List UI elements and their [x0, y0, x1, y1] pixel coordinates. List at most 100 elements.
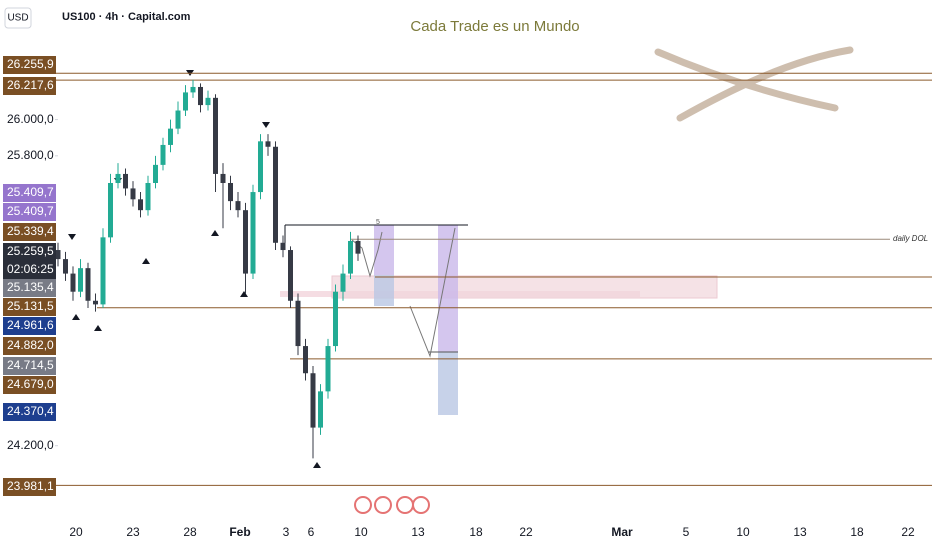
price-label-box [3, 376, 56, 394]
projection-box [374, 225, 394, 275]
x-tick-label: 18 [850, 525, 864, 539]
candle-body [280, 242, 286, 251]
price-label-box [3, 357, 56, 375]
x-tick-label: 3 [283, 525, 290, 539]
x-tick-label: 20 [69, 525, 83, 539]
marker [142, 258, 150, 264]
event-icons [354, 496, 430, 514]
chart-title: Cada Trade es un Mundo [410, 18, 579, 35]
candle-body [310, 373, 316, 428]
event-icon[interactable] [354, 496, 372, 514]
path-drawing [409, 227, 456, 358]
event-icon[interactable] [396, 496, 414, 514]
x-tick-label: 18 [469, 525, 483, 539]
countdown: 02:06:25 [7, 262, 54, 276]
candle-body [205, 97, 211, 106]
event-icon[interactable] [412, 496, 430, 514]
candle-body [138, 199, 143, 211]
price-label-box [3, 317, 56, 335]
marker [313, 462, 321, 468]
projection-box [438, 225, 458, 352]
candle-body [55, 250, 61, 260]
candle-body [325, 346, 331, 392]
x-tick-label: 22 [901, 525, 915, 539]
candle-body [100, 237, 106, 305]
candle-body [303, 346, 308, 374]
price-label: 25.135,4 [7, 280, 54, 294]
candle-body [318, 391, 323, 428]
candle-body [250, 192, 256, 274]
candle-body [288, 250, 293, 301]
event-icon[interactable] [374, 496, 392, 514]
candle-body [153, 164, 158, 183]
candle-body [348, 240, 353, 274]
candle-body [108, 182, 113, 238]
candle-body [183, 92, 188, 111]
price-label: 24.882,0 [7, 338, 54, 352]
candle-body [115, 173, 121, 183]
marker [68, 234, 76, 240]
candle-body [78, 268, 83, 292]
candle-body [220, 173, 226, 183]
marker [262, 122, 270, 128]
price-label-box [3, 337, 56, 355]
x-tick-label: 22 [519, 525, 533, 539]
candle-body [70, 273, 76, 292]
x-tick-label: Feb [229, 525, 250, 539]
price-label: 23.981,1 [7, 479, 54, 493]
price-label-box [3, 478, 56, 496]
price-label-box [3, 203, 56, 221]
candle-body [123, 173, 128, 189]
price-label-box [3, 77, 56, 95]
candle-body [295, 300, 301, 347]
y-tick-label: 25.800,0 [7, 148, 54, 162]
x-tick-label: 28 [183, 525, 197, 539]
marker [94, 325, 102, 331]
x-tick-label: 10 [354, 525, 368, 539]
x-tick-label: 10 [736, 525, 750, 539]
price-label-box [3, 298, 56, 316]
candle-body [273, 146, 278, 243]
candle-body [93, 300, 98, 305]
candle-body [198, 86, 203, 106]
candle-body [333, 291, 338, 347]
marker [211, 230, 219, 236]
candle-body [63, 259, 68, 274]
candle-body [130, 188, 136, 200]
candle-body [340, 273, 346, 292]
price-label-box [3, 56, 56, 74]
x-tick-label: 13 [411, 525, 425, 539]
currency-box[interactable] [4, 7, 32, 29]
candle-body [243, 210, 248, 274]
price-label-box [3, 223, 56, 241]
annotation: daily DOL [893, 234, 928, 243]
marker [72, 314, 80, 320]
x-tick-label: 13 [793, 525, 807, 539]
price-label: 24.370,4 [7, 404, 54, 418]
projection-box [374, 275, 394, 306]
price-label-box [3, 243, 56, 279]
price-label: 24.961,6 [7, 318, 54, 332]
currency: USD [7, 13, 28, 24]
x-tick-label: 23 [126, 525, 140, 539]
price-label: 25.131,5 [7, 299, 54, 313]
x-tick-label: Mar [611, 525, 633, 539]
price-label-box [3, 184, 56, 202]
marker-text: 5 [376, 219, 380, 226]
zone [331, 275, 718, 299]
candle-body [160, 144, 166, 165]
price-label: 25.409,7 [7, 204, 54, 218]
price-label: 25.259,5 [7, 244, 54, 258]
symbol: US100 · 4h · Capital.com [62, 11, 191, 23]
candle-body [265, 141, 271, 147]
x-tick-label: 6 [308, 525, 315, 539]
candle-body [235, 201, 241, 211]
price-label: 24.714,5 [7, 358, 54, 372]
candle-body [168, 128, 173, 145]
candle-body [85, 268, 91, 301]
candle-body [355, 240, 361, 254]
x-tick-label: 5 [683, 525, 690, 539]
price-label: 25.409,7 [7, 185, 54, 199]
price-label-box [3, 403, 56, 421]
price-label: 26.255,9 [7, 57, 54, 71]
